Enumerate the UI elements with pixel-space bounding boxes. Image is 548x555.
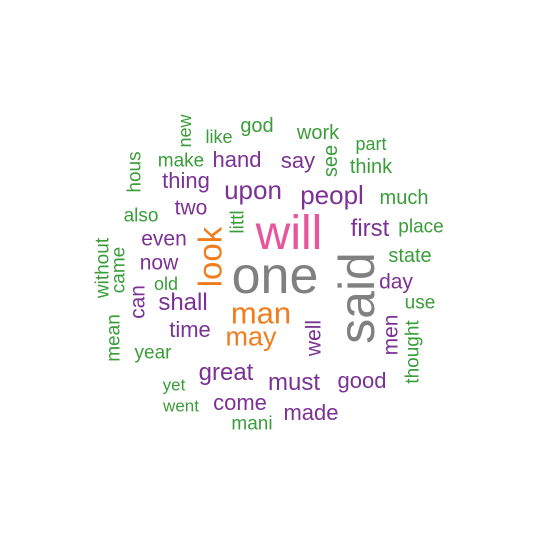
word-two: two — [174, 196, 208, 220]
word-use: use — [404, 292, 436, 314]
word-place: place — [398, 216, 444, 238]
word-said: said — [329, 252, 385, 344]
word-must: must — [267, 369, 321, 396]
word-old: old — [153, 274, 179, 294]
word-hand: hand — [212, 147, 262, 172]
word-new: new — [175, 114, 195, 148]
word-came: came — [108, 246, 130, 294]
word-even: even — [141, 227, 187, 251]
word-now: now — [139, 251, 179, 275]
word-work: work — [296, 122, 340, 144]
word-men: men — [379, 314, 403, 356]
word-mean: mean — [103, 314, 125, 362]
word-can: can — [126, 285, 150, 319]
word-good: good — [337, 368, 387, 393]
word-make: make — [157, 150, 205, 172]
word-shall: shall — [158, 289, 208, 316]
word-time: time — [169, 317, 211, 342]
word-hous: hous — [124, 151, 146, 193]
word-will: will — [255, 207, 323, 260]
word-thought: thought — [402, 320, 424, 384]
word-yet: yet — [162, 375, 186, 395]
word-one: one — [231, 247, 319, 305]
word-well: well — [302, 319, 326, 357]
word-like: like — [205, 127, 233, 147]
word-think: think — [349, 156, 393, 178]
word-look: look — [191, 226, 229, 288]
word-year: year — [134, 342, 172, 364]
word-may: may — [225, 321, 277, 352]
word-went: went — [163, 396, 199, 416]
word-also: also — [123, 205, 159, 227]
word-upon: upon — [224, 175, 282, 205]
word-great: great — [198, 359, 254, 386]
word-made: made — [283, 400, 339, 425]
word-first: first — [350, 215, 390, 242]
word-come: come — [213, 390, 267, 415]
word-littl: littl — [227, 210, 249, 234]
word-see: see — [320, 144, 342, 178]
word-part: part — [355, 134, 387, 154]
word-thing: thing — [162, 168, 210, 193]
word-state: state — [388, 245, 432, 267]
word-say: say — [280, 148, 316, 173]
word-much: much — [379, 187, 429, 209]
word-day: day — [379, 270, 413, 294]
word-mani: mani — [231, 413, 273, 435]
word-god: god — [240, 115, 274, 137]
word-man: man — [230, 295, 292, 331]
word-peopl: peopl — [300, 180, 364, 210]
